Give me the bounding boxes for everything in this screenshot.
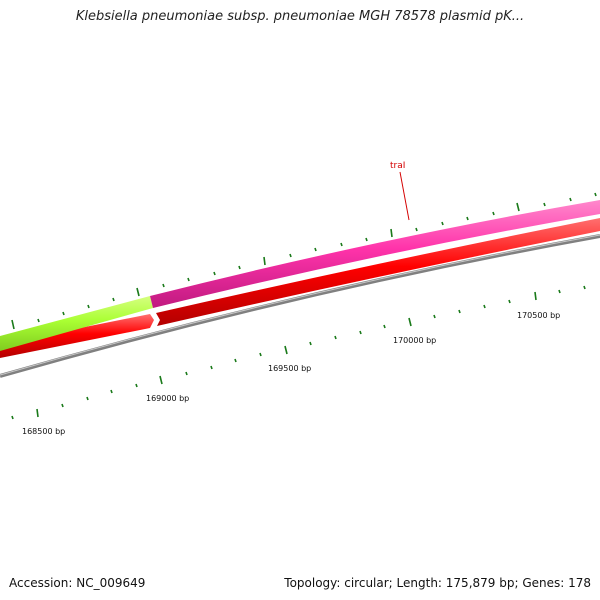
tick-label-169500: 169500 bp	[268, 364, 311, 373]
tick-label-168500: 168500 bp	[22, 427, 65, 436]
gene-label-leader-traI	[399, 171, 410, 221]
map-title: Klebsiella pneumoniae subsp. pneumoniae …	[75, 9, 525, 24]
gene-label-traI[interactable]: traI	[390, 161, 405, 171]
tick-label-170500: 170500 bp	[517, 311, 560, 320]
gene-arc-green	[0, 296, 153, 351]
topology-summary: Topology: circular; Length: 175,879 bp; …	[284, 576, 591, 590]
backbone-highlight	[0, 234, 600, 376]
tick-label-170000: 170000 bp	[393, 336, 436, 345]
backbone-track	[0, 234, 600, 378]
tick-label-169000: 169000 bp	[146, 394, 189, 403]
gene-arc-pink	[150, 200, 600, 308]
gene-arc-red-right	[156, 218, 600, 326]
outer-ticks	[11, 192, 597, 330]
accession-text: Accession: NC_009649	[9, 576, 146, 590]
inner-ticks	[11, 285, 586, 420]
gene-arc-red-left	[0, 314, 154, 358]
